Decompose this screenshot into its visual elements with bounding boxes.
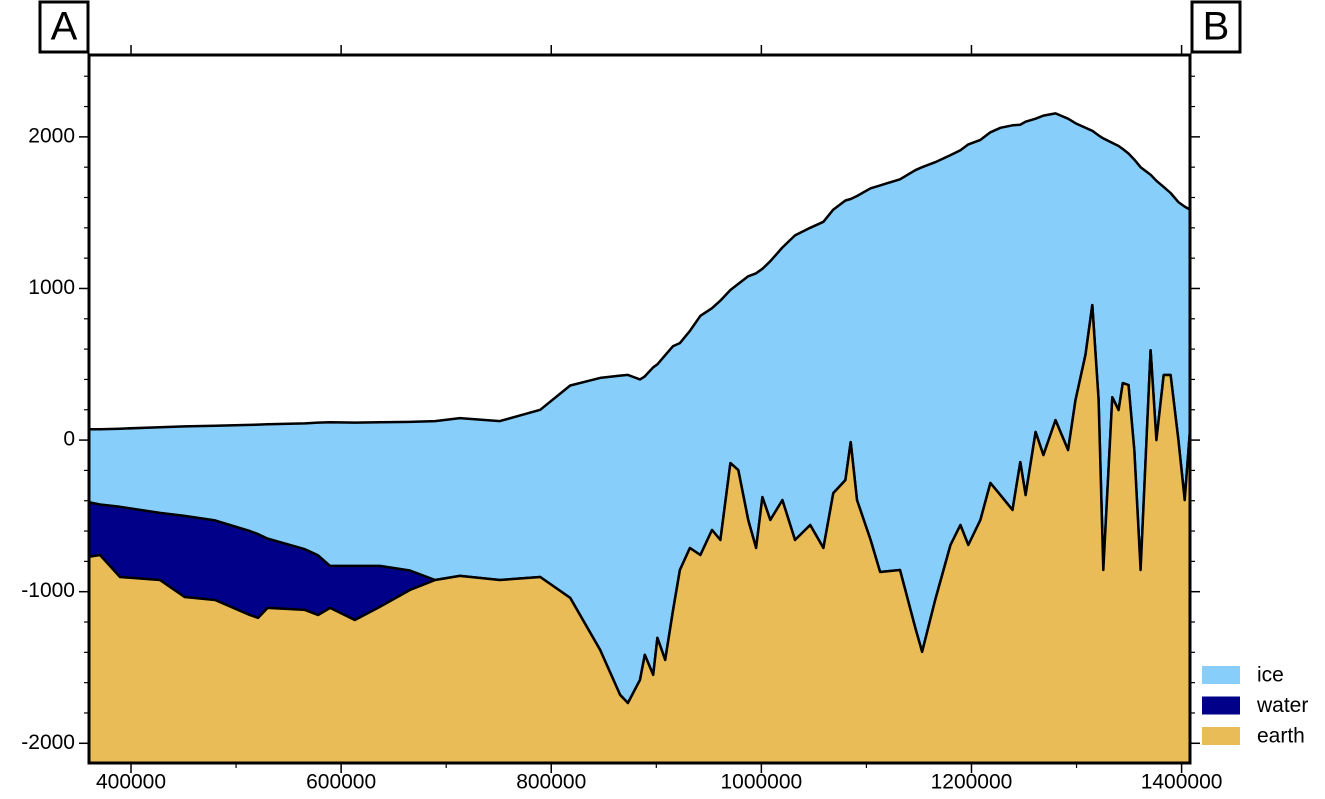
y-tick-label: -2000 <box>21 731 75 754</box>
y-tick-label: -1000 <box>21 579 75 602</box>
y-tick-label: 2000 <box>28 124 75 147</box>
legend-label: earth <box>1257 725 1305 748</box>
annotation: B <box>1203 5 1230 49</box>
annotation-box <box>38 0 90 54</box>
area <box>89 303 1190 763</box>
frame <box>87 53 1192 765</box>
plot-area <box>89 112 1190 763</box>
x-tick-label: 1200000 <box>931 771 1013 794</box>
x-tick-label: 800000 <box>516 771 586 794</box>
legend-label: water <box>1256 694 1308 717</box>
legend-swatch <box>1202 666 1240 684</box>
legend-swatch <box>1202 696 1240 715</box>
x-tick-label: 600000 <box>306 771 376 794</box>
y-tick-label: 1000 <box>28 276 75 299</box>
annotation-box <box>1190 0 1242 54</box>
x-tick-label: 400000 <box>96 771 166 794</box>
x-tick-label: 1000000 <box>720 771 802 794</box>
annotation: A <box>51 5 78 49</box>
y-tick-label: 0 <box>63 428 75 451</box>
legend-swatch <box>1202 727 1240 745</box>
x-tick-label: 1400000 <box>1141 771 1223 794</box>
legend-label: ice <box>1257 664 1284 687</box>
